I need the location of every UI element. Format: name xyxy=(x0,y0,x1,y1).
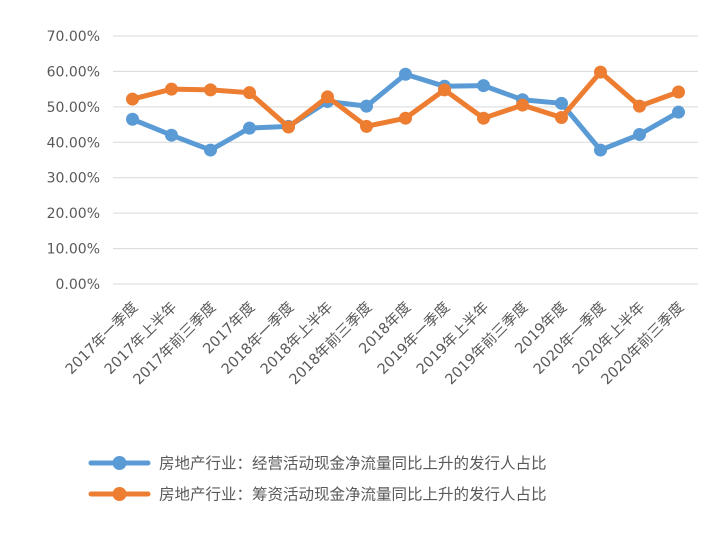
data-point xyxy=(633,127,646,141)
data-point xyxy=(672,85,685,99)
x-axis-tick-labels: 2017年一季度2017年上半年2017年前三季度2017年度2018年一季度2… xyxy=(62,299,687,388)
data-point xyxy=(594,65,607,79)
data-point xyxy=(672,105,685,119)
data-point xyxy=(477,79,490,93)
legend-marker xyxy=(112,487,127,501)
series-2 xyxy=(126,65,685,134)
legend-label: 房地产行业：经营活动现金净流量同比上升的发行人占比 xyxy=(159,455,547,473)
legend-marker xyxy=(112,456,127,470)
data-point xyxy=(126,112,139,126)
data-point xyxy=(204,143,217,157)
gridlines xyxy=(113,35,698,285)
series-lines xyxy=(126,65,685,157)
legend: 房地产行业：经营活动现金净流量同比上升的发行人占比房地产行业：筹资活动现金净流量… xyxy=(88,455,547,504)
data-point xyxy=(399,67,412,81)
data-point xyxy=(594,143,607,157)
data-point xyxy=(399,111,412,125)
legend-item: 房地产行业：筹资活动现金净流量同比上升的发行人占比 xyxy=(88,486,547,504)
y-tick-label: 20.00% xyxy=(47,206,100,222)
y-tick-label: 70.00% xyxy=(47,29,100,45)
data-point xyxy=(360,119,373,133)
data-point xyxy=(165,128,178,142)
data-point xyxy=(633,99,646,113)
data-point xyxy=(360,99,373,113)
legend-item: 房地产行业：经营活动现金净流量同比上升的发行人占比 xyxy=(88,455,547,473)
y-tick-label: 0.00% xyxy=(56,277,100,293)
data-point xyxy=(243,121,256,135)
data-point xyxy=(516,98,529,112)
data-point xyxy=(555,110,568,124)
y-tick-label: 10.00% xyxy=(47,242,100,258)
data-point xyxy=(555,96,568,110)
series-1 xyxy=(126,67,685,157)
y-tick-label: 40.00% xyxy=(47,135,100,151)
y-tick-label: 30.00% xyxy=(47,171,100,187)
data-point xyxy=(438,83,451,97)
data-point xyxy=(126,92,139,106)
data-point xyxy=(477,111,490,125)
data-point xyxy=(282,120,295,134)
y-tick-label: 50.00% xyxy=(47,100,100,116)
data-point xyxy=(165,82,178,96)
data-point xyxy=(243,86,256,100)
data-point xyxy=(321,90,334,104)
y-axis-tick-labels: 0.00% 10.00% 20.00% 30.00% 40.00% 50.00% 60.00… xyxy=(47,29,100,293)
data-point xyxy=(204,83,217,97)
legend-label: 房地产行业：筹资活动现金净流量同比上升的发行人占比 xyxy=(159,486,547,504)
y-tick-label: 60.00% xyxy=(47,64,100,80)
